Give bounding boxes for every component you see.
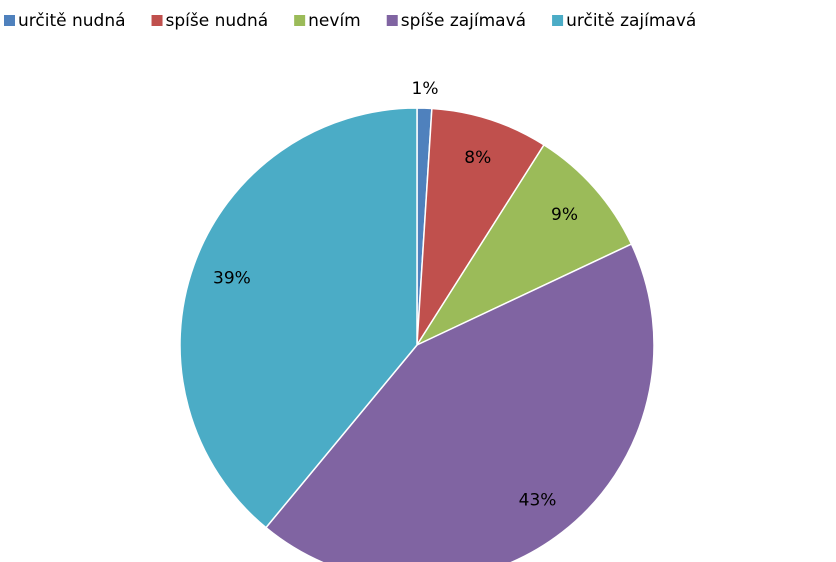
- pie-slice: [179, 107, 418, 529]
- data-label: 39%: [213, 268, 251, 288]
- data-label: 9%: [551, 205, 578, 225]
- legend-label: určitě zajímavá: [566, 11, 696, 31]
- legend-label: nevím: [308, 11, 361, 31]
- legend-swatch: [294, 15, 306, 26]
- legend: určitě nudná spíše nudná nevím spíše zajíma…: [4, 11, 696, 31]
- data-label: 8%: [464, 148, 491, 168]
- legend-swatch: [4, 15, 15, 26]
- data-label: 1%: [412, 79, 439, 99]
- legend-swatch: [151, 15, 163, 26]
- pie-slice: [416, 107, 546, 346]
- data-label: 43%: [519, 490, 557, 510]
- legend-swatch: [386, 15, 398, 26]
- legend-label: spíše zajímavá: [401, 11, 526, 31]
- legend-label: spíše nudná: [166, 11, 269, 31]
- pie: 1% 8% 9% 43% 39%: [179, 79, 655, 562]
- legend-swatch: [552, 15, 564, 26]
- pie-slice: [264, 243, 655, 562]
- legend-label: určitě nudná: [18, 11, 126, 31]
- pie-slice: [414, 143, 633, 347]
